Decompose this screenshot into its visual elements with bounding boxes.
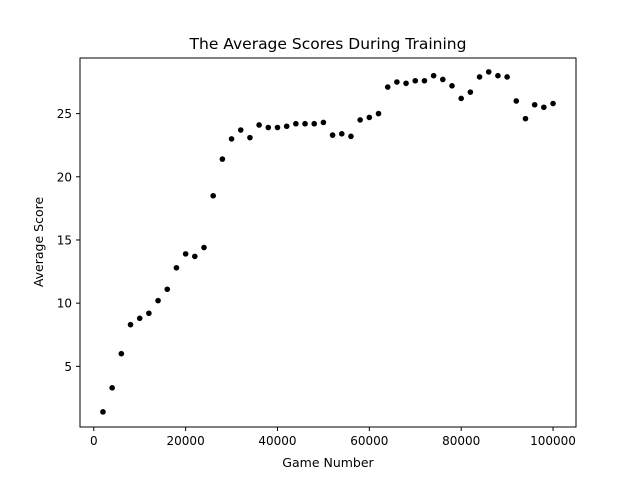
data-point <box>430 72 437 79</box>
y-tick-label: 20 <box>57 170 72 184</box>
data-point <box>210 192 216 199</box>
data-point <box>155 297 161 304</box>
data-point <box>458 95 464 102</box>
data-point <box>136 315 143 322</box>
data-point <box>311 120 318 127</box>
data-point <box>440 76 446 83</box>
x-axis-label: Game Number <box>282 455 374 470</box>
data-point <box>375 110 382 117</box>
y-tick-label: 10 <box>57 297 72 311</box>
x-tick-label: 80000 <box>442 434 480 448</box>
data-point <box>338 131 345 137</box>
data-point <box>394 79 400 85</box>
data-point <box>403 80 409 87</box>
data-point <box>237 127 244 133</box>
x-tick-label: 40000 <box>258 434 296 448</box>
x-tick-label: 0 <box>90 434 98 448</box>
data-point <box>265 124 272 131</box>
data-point <box>164 286 171 293</box>
data-point <box>329 132 336 138</box>
x-axis: 0 20000 40000 60000 80000 100000 <box>90 427 576 448</box>
data-point <box>541 104 547 111</box>
data-point <box>384 84 391 90</box>
data-point <box>412 77 419 84</box>
chart-title: The Average Scores During Training <box>189 35 467 53</box>
data-point <box>173 264 180 271</box>
data-point <box>449 83 455 89</box>
data-point <box>357 117 363 123</box>
data-point <box>467 89 474 95</box>
data-point <box>219 156 226 162</box>
data-point <box>228 136 235 142</box>
data-point <box>302 120 308 127</box>
data-point <box>146 310 152 317</box>
data-point <box>274 124 281 131</box>
data-point <box>100 409 106 415</box>
data-point <box>421 77 428 84</box>
plot-area-frame <box>79 57 577 428</box>
data-point <box>192 253 198 260</box>
data-point <box>495 72 501 79</box>
data-point <box>513 98 520 104</box>
data-point <box>550 100 556 107</box>
data-point <box>366 114 373 121</box>
data-point <box>476 74 483 80</box>
data-point <box>348 133 354 140</box>
y-tick-label: 25 <box>57 107 72 121</box>
data-point <box>320 119 327 126</box>
y-tick-label: 5 <box>64 360 72 374</box>
y-axis-label: Average Score <box>31 197 46 288</box>
data-point <box>485 69 492 75</box>
data-point <box>247 134 253 141</box>
x-tick-label: 60000 <box>350 434 388 448</box>
data-points <box>100 69 556 415</box>
data-point <box>118 350 125 357</box>
data-point <box>182 251 189 257</box>
y-axis: 5 10 15 20 25 <box>57 107 80 374</box>
data-point <box>531 101 538 108</box>
data-point <box>109 385 115 391</box>
data-point <box>522 115 529 122</box>
data-point <box>256 122 262 128</box>
data-point <box>283 123 290 130</box>
data-point <box>127 321 134 328</box>
data-point <box>504 74 510 80</box>
data-point <box>293 120 299 127</box>
data-point <box>201 244 207 251</box>
x-tick-label: 20000 <box>167 434 205 448</box>
x-tick-label: 100000 <box>530 434 576 448</box>
y-tick-label: 15 <box>57 233 72 247</box>
